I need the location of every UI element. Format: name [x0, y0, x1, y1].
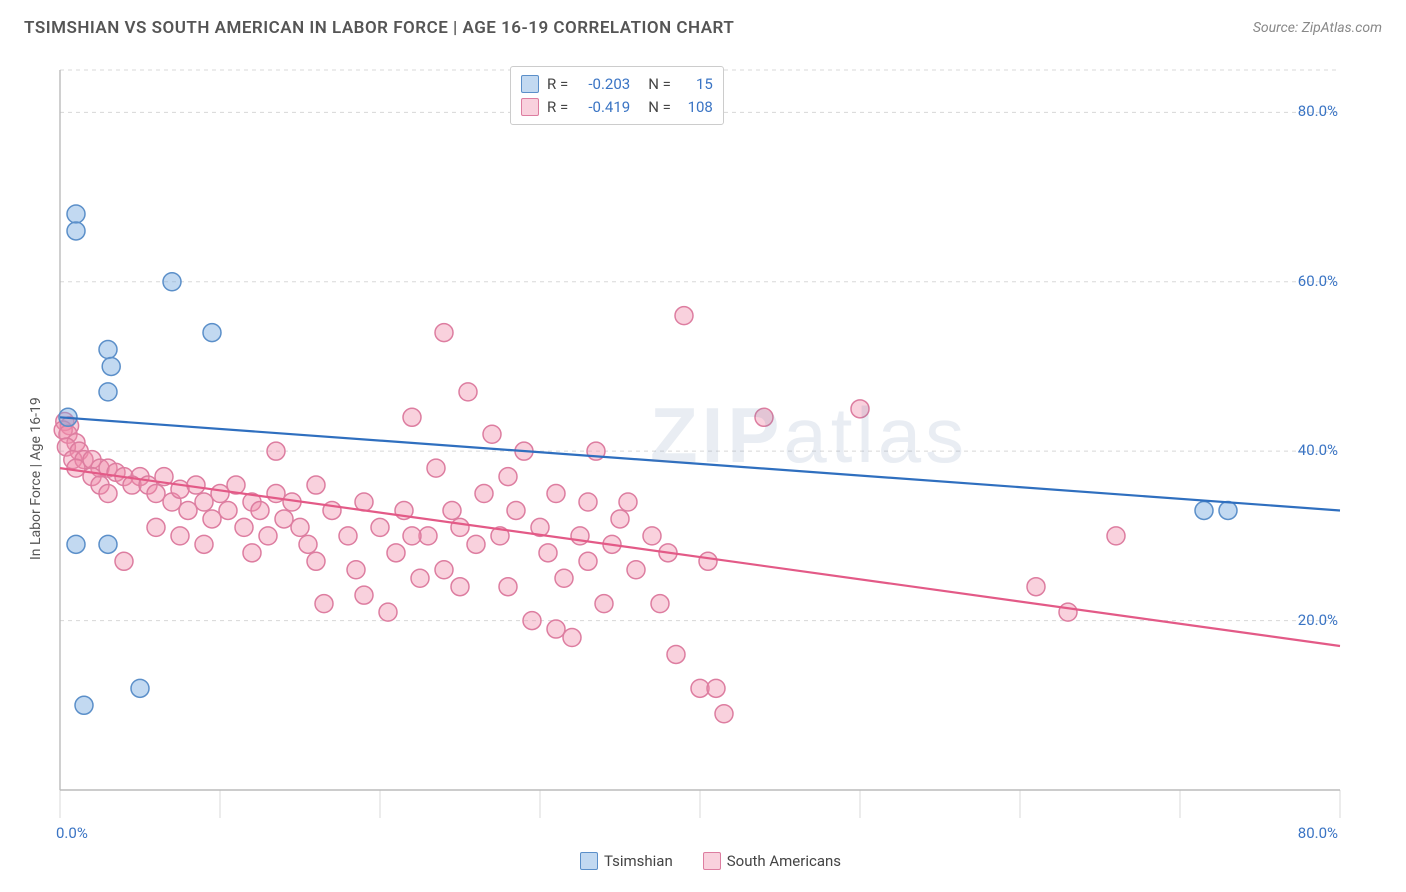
stats-n-value: 108	[679, 96, 713, 119]
chart-container: TSIMSHIAN VS SOUTH AMERICAN IN LABOR FOR…	[0, 0, 1406, 892]
y-tick-label: 60.0%	[1298, 272, 1338, 290]
stats-row: R = -0.419 N = 108	[521, 96, 713, 119]
stats-legend-box: R = -0.203 N = 15 R = -0.419 N = 108	[510, 66, 724, 125]
y-axis-label: In Labor Force | Age 16-19	[28, 397, 44, 560]
y-tick-label: 40.0%	[1298, 441, 1338, 459]
legend-label: Tsimshian	[604, 852, 673, 870]
chart-title: TSIMSHIAN VS SOUTH AMERICAN IN LABOR FOR…	[24, 18, 734, 38]
legend-swatch	[521, 98, 539, 116]
x-tick-label: 0.0%	[56, 824, 88, 842]
bottom-legend: Tsimshian South Americans	[580, 852, 841, 870]
legend-item: South Americans	[703, 852, 841, 870]
stats-r-value: -0.419	[576, 96, 630, 119]
stats-n-label: N =	[648, 73, 671, 96]
header: TSIMSHIAN VS SOUTH AMERICAN IN LABOR FOR…	[0, 0, 1406, 48]
legend-item: Tsimshian	[580, 852, 673, 870]
stats-n-label: N =	[648, 96, 671, 119]
y-tick-label: 20.0%	[1298, 611, 1338, 629]
legend-label: South Americans	[727, 852, 841, 870]
stats-n-value: 15	[679, 73, 713, 96]
plot-area: ZIPatlas R =-0.203N =15R =-0.419N =108 T…	[50, 60, 1390, 820]
legend-swatch	[521, 75, 539, 93]
x-tick-label: 80.0%	[1298, 824, 1338, 842]
legend-swatch	[703, 852, 721, 870]
stats-r-label: R =	[547, 96, 568, 119]
legend-swatch	[580, 852, 598, 870]
source-label: Source: ZipAtlas.com	[1253, 20, 1382, 36]
stats-r-value: -0.203	[576, 73, 630, 96]
stats-row: R = -0.203 N = 15	[521, 73, 713, 96]
y-tick-label: 80.0%	[1298, 102, 1338, 120]
plot-svg	[50, 60, 1390, 820]
stats-r-label: R =	[547, 73, 568, 96]
